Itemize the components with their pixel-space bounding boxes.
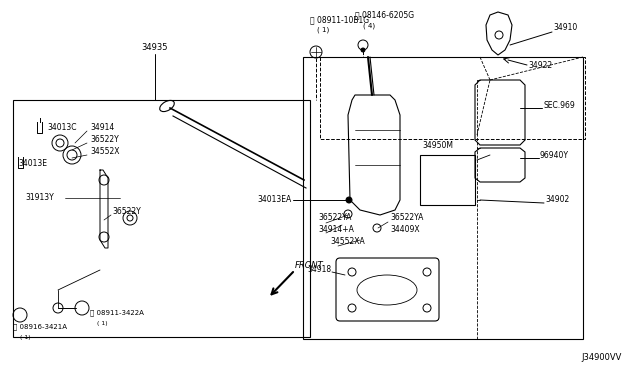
Bar [303, 57, 583, 339]
Text: 36522Y: 36522Y [90, 135, 119, 144]
Text: ( 4): ( 4) [363, 23, 375, 29]
Text: Ⓑ 08146-6205G: Ⓑ 08146-6205G [355, 10, 414, 19]
Text: FRONT: FRONT [295, 260, 324, 269]
Text: J34900VV: J34900VV [582, 353, 622, 362]
Text: 34914+A: 34914+A [318, 225, 354, 234]
Text: ( 1): ( 1) [20, 334, 31, 340]
Text: 34914: 34914 [90, 124, 115, 132]
Text: 34918: 34918 [307, 266, 331, 275]
Text: 34409X: 34409X [390, 225, 420, 234]
Text: 34950M: 34950M [422, 141, 453, 150]
Text: ( 1): ( 1) [317, 27, 329, 33]
Bar [320, 57, 585, 139]
Text: 34552XA: 34552XA [330, 237, 365, 247]
Bar [420, 155, 475, 205]
Text: 96940Y: 96940Y [540, 151, 569, 160]
Text: 31913Y: 31913Y [25, 193, 54, 202]
Circle shape [346, 197, 352, 203]
Text: SEC.969: SEC.969 [543, 100, 575, 109]
Text: Ⓝ 08911-3422A: Ⓝ 08911-3422A [90, 310, 144, 316]
Text: 36522YA: 36522YA [318, 214, 351, 222]
Text: 34935: 34935 [141, 44, 168, 52]
Text: 34013EA: 34013EA [258, 196, 292, 205]
Text: 36522YA: 36522YA [390, 214, 424, 222]
Text: 34013E: 34013E [18, 158, 47, 167]
Bar [13, 100, 310, 337]
Text: 36522Y: 36522Y [112, 208, 141, 217]
Text: 34922: 34922 [528, 61, 552, 70]
Circle shape [361, 48, 365, 52]
Text: Ⓝ 08916-3421A: Ⓝ 08916-3421A [13, 324, 67, 330]
Text: 34902: 34902 [545, 196, 569, 205]
Text: 34910: 34910 [553, 23, 577, 32]
Text: ( 1): ( 1) [97, 321, 108, 326]
Text: Ⓝ 08911-10B1G: Ⓝ 08911-10B1G [310, 16, 369, 25]
Text: 34013C: 34013C [47, 124, 77, 132]
Text: 34552X: 34552X [90, 148, 120, 157]
